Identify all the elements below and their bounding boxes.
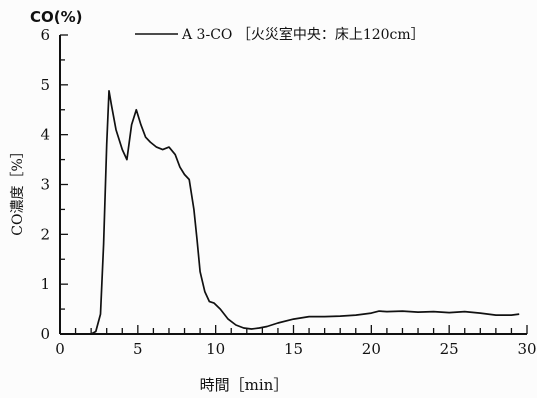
y-tick-label: 5 [40, 76, 50, 94]
y-tick-label: 0 [40, 325, 50, 343]
y-axis-title: CO濃度［%］ [10, 144, 26, 236]
y-tick-label: 3 [40, 176, 50, 194]
y-tick-label: 4 [40, 126, 50, 144]
y-tick-label: 6 [40, 26, 50, 44]
x-tick-label: 20 [362, 340, 381, 358]
x-tick-label: 30 [517, 340, 536, 358]
x-tick-label: 0 [55, 340, 65, 358]
x-axis-title: 時間［min］ [200, 376, 289, 394]
y-tick-label: 1 [40, 275, 50, 293]
series-line-a3-co [90, 89, 520, 335]
x-tick-label: 10 [206, 340, 225, 358]
legend-label: A 3-CO ［火災室中央：床上120cm］ [181, 26, 425, 43]
axis-ticks [60, 34, 528, 334]
y-unit-label: CO(%) [30, 8, 83, 26]
y-tick-label: 2 [40, 225, 50, 243]
x-tick-label: 5 [133, 340, 143, 358]
axis-tick-labels: 0 5 10 15 20 25 30 0 1 2 3 4 5 6 [40, 26, 536, 358]
x-tick-label: 25 [440, 340, 459, 358]
x-tick-label: 15 [284, 340, 303, 358]
